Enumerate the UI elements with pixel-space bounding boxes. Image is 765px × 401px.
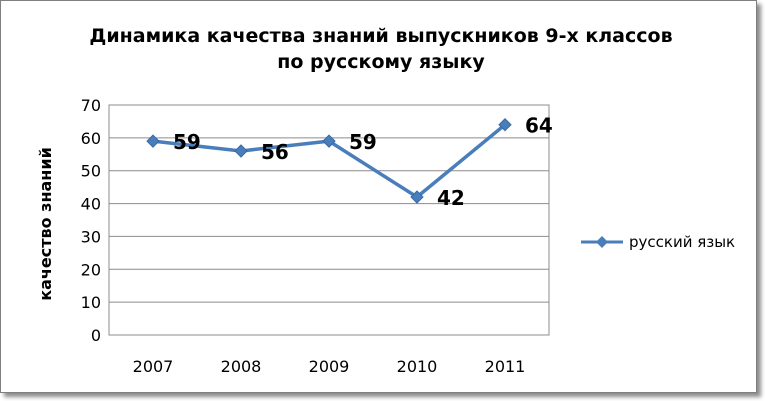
x-tick-label: 2008 xyxy=(221,357,262,376)
data-point-marker xyxy=(410,190,424,204)
y-tick-label: 70 xyxy=(81,96,101,115)
legend-swatch xyxy=(581,236,623,248)
data-point-marker xyxy=(322,134,336,148)
y-tick-labels: 0 10 20 30 40 50 60 70 xyxy=(81,96,101,345)
data-label: 42 xyxy=(437,186,465,210)
legend: русский язык xyxy=(579,233,735,251)
data-label: 56 xyxy=(261,140,289,164)
chart-frame: Динамика качества знаний выпускников 9-х… xyxy=(0,0,757,393)
chart-title: Динамика качества знаний выпускников 9-х… xyxy=(61,23,701,75)
data-point-marker xyxy=(498,118,512,132)
y-tick-label: 50 xyxy=(81,162,101,181)
x-tick-labels: 2007 2008 2009 2010 2011 xyxy=(133,357,526,376)
y-tick-label: 40 xyxy=(81,195,101,214)
data-label: 64 xyxy=(525,114,553,138)
data-labels: 59 56 59 42 64 xyxy=(173,114,553,210)
data-point-marker xyxy=(146,134,160,148)
x-tick-label: 2011 xyxy=(485,357,526,376)
y-tick-label: 10 xyxy=(81,293,101,312)
x-tick-label: 2007 xyxy=(133,357,174,376)
series-markers xyxy=(146,118,512,204)
legend-label: русский язык xyxy=(629,233,736,251)
x-tick-label: 2009 xyxy=(309,357,350,376)
y-axis-label: качество знаний xyxy=(36,147,55,301)
legend-marker xyxy=(596,236,608,248)
plot-area xyxy=(108,104,550,336)
chart-title-line-2: по русскому языку xyxy=(277,51,485,73)
y-tick-label: 0 xyxy=(91,326,101,345)
y-tick-label: 20 xyxy=(81,260,101,279)
data-label: 59 xyxy=(349,130,377,154)
y-tick-label: 60 xyxy=(81,129,101,148)
chart-title-line-1: Динамика качества знаний выпускников 9-х… xyxy=(89,25,673,47)
line-chart: 0 10 20 30 40 50 60 70 2007 2008 2009 2010 2011 кач… xyxy=(36,96,553,376)
data-label: 59 xyxy=(173,130,201,154)
y-tick-label: 30 xyxy=(81,227,101,246)
data-point-marker xyxy=(234,144,248,158)
plot-area-frame xyxy=(108,104,550,336)
x-tick-label: 2010 xyxy=(397,357,438,376)
